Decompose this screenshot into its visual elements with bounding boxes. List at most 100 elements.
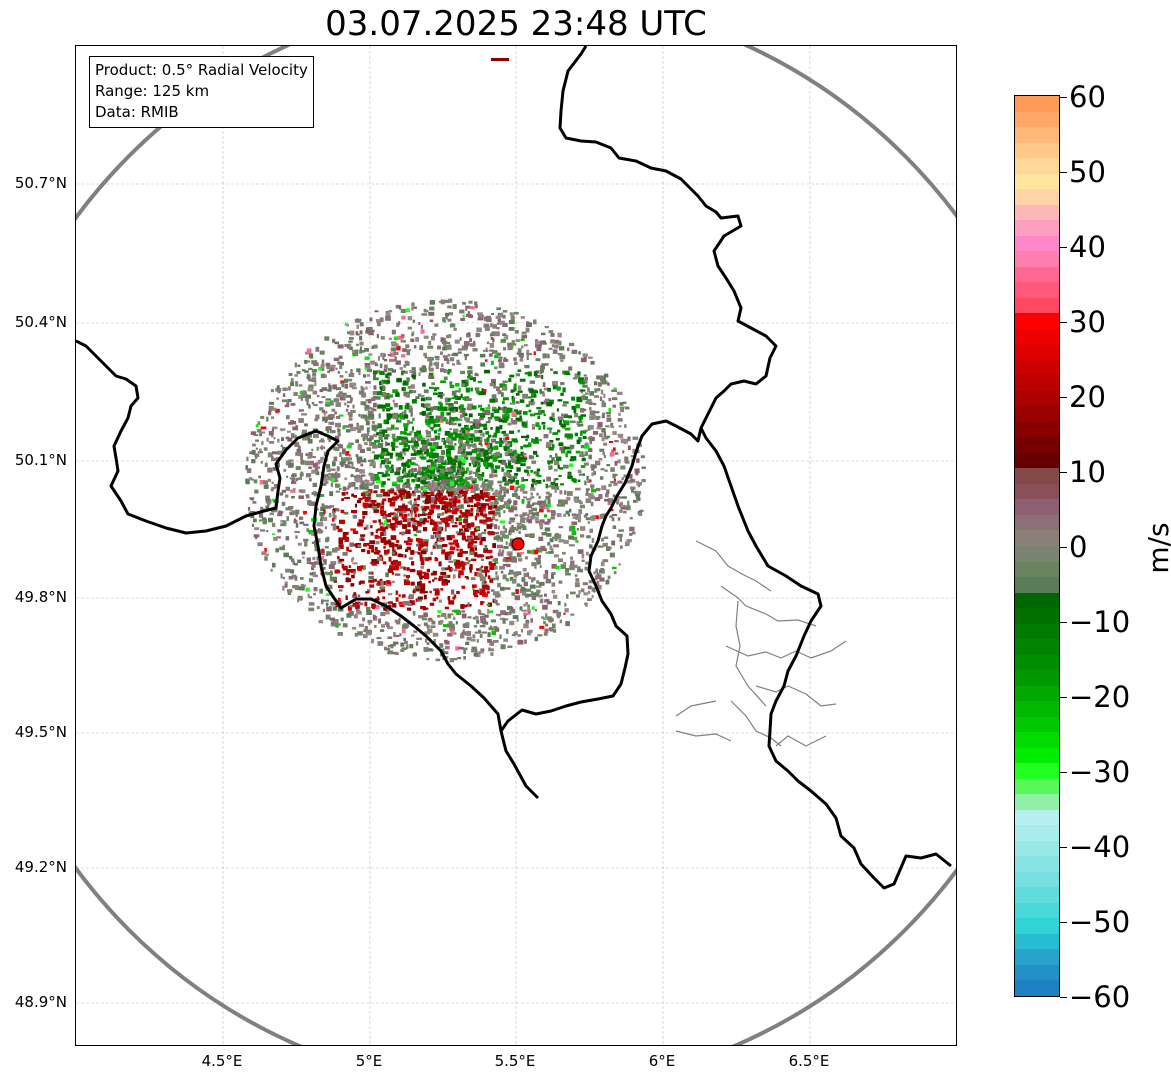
echo-pixel	[423, 482, 428, 487]
echo-pixel	[488, 647, 491, 652]
echo-pixel	[268, 410, 272, 416]
echo-pixel	[589, 410, 596, 416]
echo-pixel	[412, 377, 416, 380]
echo-pixel	[309, 478, 312, 482]
echo-pixel	[422, 466, 427, 471]
echo-pixel	[612, 525, 617, 529]
echo-pixel	[372, 479, 375, 484]
echo-pixel	[511, 526, 517, 531]
echo-pixel	[530, 469, 533, 473]
echo-pixel	[359, 341, 364, 346]
echo-pixel	[453, 428, 459, 432]
echo-pixel	[328, 472, 331, 476]
radar-map[interactable]	[75, 45, 957, 1046]
echo-pixel	[389, 501, 395, 507]
echo-pixel	[392, 347, 396, 352]
echo-pixel	[462, 480, 467, 485]
echo-pixel	[495, 571, 498, 575]
echo-pixel	[324, 336, 330, 341]
echo-pixel	[557, 352, 563, 356]
echo-pixel	[287, 437, 293, 442]
echo-pixel	[430, 551, 433, 556]
echo-pixel	[483, 452, 489, 457]
echo-pixel	[508, 461, 511, 464]
echo-pixel	[287, 430, 291, 433]
echo-pixel	[610, 467, 615, 472]
echo-pixel	[449, 323, 456, 328]
echo-pixel	[539, 581, 545, 586]
echo-pixel	[297, 595, 303, 601]
echo-pixel	[510, 475, 514, 480]
echo-pixel	[497, 480, 503, 484]
echo-pixel	[423, 389, 429, 394]
echo-pixel	[415, 396, 420, 399]
echo-pixel	[517, 348, 522, 353]
echo-pixel	[487, 417, 493, 420]
echo-pixel	[455, 559, 461, 565]
echo-pixel	[516, 583, 520, 587]
echo-pixel	[480, 503, 487, 509]
echo-pixel	[564, 608, 569, 613]
echo-pixel	[549, 416, 553, 420]
echo-pixel	[495, 508, 501, 512]
echo-pixel	[477, 533, 482, 538]
echo-pixel	[464, 441, 470, 447]
echo-pixel	[307, 454, 312, 459]
echo-pixel	[287, 591, 291, 595]
echo-pixel	[599, 396, 603, 402]
echo-pixel	[477, 629, 482, 634]
echo-pixel	[433, 419, 439, 423]
echo-pixel	[636, 458, 640, 463]
echo-pixel	[429, 602, 435, 606]
echo-pixel	[372, 604, 375, 610]
echo-pixel	[476, 502, 481, 507]
echo-pixel	[323, 599, 329, 602]
echo-pixel	[263, 447, 268, 451]
echo-pixel	[479, 625, 486, 628]
echo-pixel	[433, 577, 438, 580]
echo-pixel	[430, 490, 435, 494]
echo-pixel	[306, 528, 310, 532]
echo-pixel	[447, 453, 451, 457]
echo-pixel	[392, 438, 399, 442]
colorbar-tick-label: −60	[1069, 980, 1131, 1014]
echo-pixel	[411, 507, 416, 512]
echo-pixel	[588, 401, 593, 405]
echo-pixel	[393, 351, 399, 355]
echo-pixel	[459, 633, 465, 639]
echo-pixel	[508, 553, 512, 558]
echo-pixel	[454, 490, 459, 494]
echo-pixel	[502, 478, 507, 482]
echo-pixel	[620, 407, 625, 413]
echo-pixel	[520, 517, 526, 520]
echo-pixel	[535, 422, 540, 427]
echo-pixel	[275, 548, 279, 553]
echo-pixel	[335, 490, 341, 493]
echo-pixel	[398, 405, 403, 410]
echo-pixel	[364, 356, 370, 360]
echo-pixel	[423, 335, 429, 339]
echo-pixel	[352, 602, 356, 607]
echo-pixel	[619, 402, 624, 406]
echo-pixel	[431, 335, 435, 341]
echo-pixel	[457, 488, 460, 491]
echo-pixel	[513, 632, 516, 637]
echo-pixel	[422, 382, 426, 387]
echo-pixel	[342, 534, 347, 539]
lon-label: 6.5°E	[788, 1052, 830, 1070]
echo-pixel	[494, 366, 498, 370]
echo-pixel	[428, 486, 432, 491]
echo-pixel	[556, 614, 561, 617]
echo-pixel	[250, 478, 254, 481]
echo-pixel	[485, 556, 490, 560]
echo-pixel	[446, 574, 451, 578]
echo-pixel	[625, 406, 630, 410]
echo-pixel	[338, 484, 341, 487]
echo-pixel	[415, 585, 421, 589]
echo-pixel	[563, 513, 567, 517]
echo-pixel	[421, 437, 426, 440]
echo-pixel	[476, 527, 480, 530]
echo-pixel	[556, 408, 559, 412]
echo-pixel	[472, 480, 476, 484]
echo-pixel	[307, 500, 312, 505]
